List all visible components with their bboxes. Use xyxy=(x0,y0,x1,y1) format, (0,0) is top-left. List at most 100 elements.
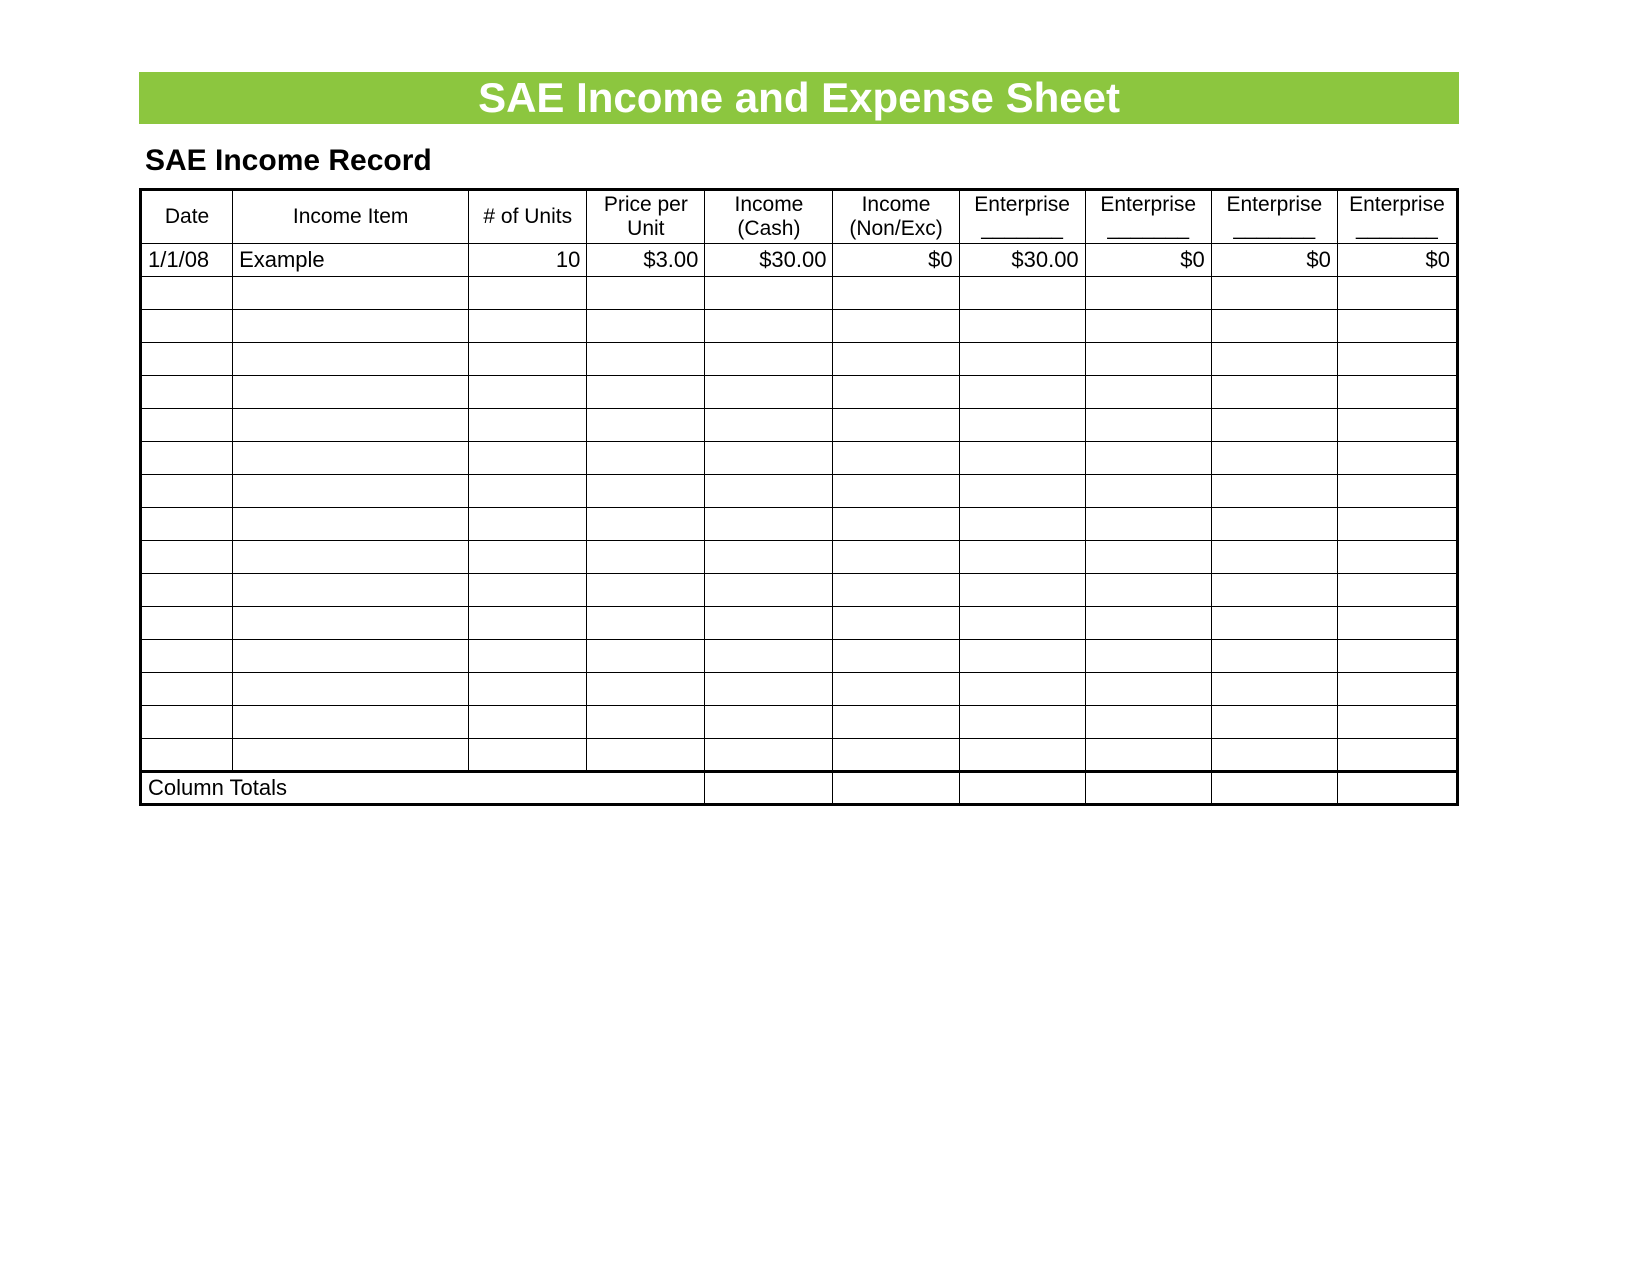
cell-price[interactable] xyxy=(587,541,705,574)
cell-inc_nonexc[interactable] xyxy=(833,475,959,508)
cell-units[interactable] xyxy=(469,508,587,541)
cell-ent3[interactable] xyxy=(1211,508,1337,541)
cell-date[interactable] xyxy=(141,310,233,343)
cell-inc_cash[interactable] xyxy=(705,739,833,772)
cell-item[interactable] xyxy=(233,607,469,640)
cell-ent1[interactable] xyxy=(959,508,1085,541)
cell-item[interactable] xyxy=(233,706,469,739)
cell-ent3[interactable] xyxy=(1211,277,1337,310)
totals-cell[interactable] xyxy=(1337,772,1457,805)
cell-ent3[interactable] xyxy=(1211,475,1337,508)
cell-item[interactable] xyxy=(233,442,469,475)
cell-inc_nonexc[interactable] xyxy=(833,409,959,442)
cell-inc_cash[interactable] xyxy=(705,442,833,475)
cell-ent4[interactable] xyxy=(1337,706,1457,739)
cell-inc_cash[interactable]: $30.00 xyxy=(705,244,833,277)
cell-ent3[interactable] xyxy=(1211,343,1337,376)
cell-ent2[interactable]: $0 xyxy=(1085,244,1211,277)
cell-date[interactable] xyxy=(141,508,233,541)
totals-cell[interactable] xyxy=(1211,772,1337,805)
cell-ent1[interactable] xyxy=(959,706,1085,739)
cell-ent3[interactable] xyxy=(1211,607,1337,640)
cell-inc_cash[interactable] xyxy=(705,310,833,343)
cell-inc_cash[interactable] xyxy=(705,673,833,706)
cell-price[interactable]: $3.00 xyxy=(587,244,705,277)
cell-inc_nonexc[interactable] xyxy=(833,310,959,343)
cell-price[interactable] xyxy=(587,343,705,376)
cell-date[interactable] xyxy=(141,640,233,673)
cell-ent2[interactable] xyxy=(1085,508,1211,541)
cell-units[interactable] xyxy=(469,475,587,508)
cell-inc_nonexc[interactable] xyxy=(833,706,959,739)
cell-item[interactable] xyxy=(233,409,469,442)
cell-inc_cash[interactable] xyxy=(705,640,833,673)
cell-ent1[interactable] xyxy=(959,640,1085,673)
cell-ent1[interactable]: $30.00 xyxy=(959,244,1085,277)
cell-units[interactable] xyxy=(469,277,587,310)
cell-ent4[interactable]: $0 xyxy=(1337,244,1457,277)
cell-ent4[interactable] xyxy=(1337,310,1457,343)
cell-inc_nonexc[interactable] xyxy=(833,739,959,772)
cell-ent3[interactable] xyxy=(1211,739,1337,772)
cell-units[interactable] xyxy=(469,574,587,607)
cell-inc_cash[interactable] xyxy=(705,277,833,310)
cell-date[interactable] xyxy=(141,376,233,409)
cell-item[interactable] xyxy=(233,310,469,343)
cell-ent4[interactable] xyxy=(1337,607,1457,640)
cell-price[interactable] xyxy=(587,739,705,772)
cell-inc_nonexc[interactable] xyxy=(833,508,959,541)
totals-cell[interactable] xyxy=(705,772,833,805)
cell-ent2[interactable] xyxy=(1085,673,1211,706)
cell-inc_nonexc[interactable] xyxy=(833,376,959,409)
cell-ent4[interactable] xyxy=(1337,673,1457,706)
cell-ent2[interactable] xyxy=(1085,607,1211,640)
cell-item[interactable] xyxy=(233,673,469,706)
cell-ent4[interactable] xyxy=(1337,739,1457,772)
cell-date[interactable]: 1/1/08 xyxy=(141,244,233,277)
cell-ent1[interactable] xyxy=(959,277,1085,310)
cell-ent4[interactable] xyxy=(1337,442,1457,475)
cell-ent1[interactable] xyxy=(959,475,1085,508)
cell-date[interactable] xyxy=(141,277,233,310)
cell-ent1[interactable] xyxy=(959,541,1085,574)
cell-ent4[interactable] xyxy=(1337,376,1457,409)
cell-item[interactable] xyxy=(233,574,469,607)
cell-price[interactable] xyxy=(587,442,705,475)
cell-ent2[interactable] xyxy=(1085,574,1211,607)
cell-item[interactable] xyxy=(233,640,469,673)
cell-date[interactable] xyxy=(141,739,233,772)
cell-price[interactable] xyxy=(587,310,705,343)
cell-inc_cash[interactable] xyxy=(705,607,833,640)
cell-ent2[interactable] xyxy=(1085,310,1211,343)
cell-price[interactable] xyxy=(587,277,705,310)
cell-ent1[interactable] xyxy=(959,442,1085,475)
cell-ent2[interactable] xyxy=(1085,343,1211,376)
cell-price[interactable] xyxy=(587,574,705,607)
totals-cell[interactable] xyxy=(833,772,959,805)
cell-ent2[interactable] xyxy=(1085,706,1211,739)
cell-ent3[interactable] xyxy=(1211,640,1337,673)
cell-ent4[interactable] xyxy=(1337,541,1457,574)
cell-inc_cash[interactable] xyxy=(705,508,833,541)
cell-inc_cash[interactable] xyxy=(705,541,833,574)
cell-ent2[interactable] xyxy=(1085,376,1211,409)
cell-ent1[interactable] xyxy=(959,409,1085,442)
cell-price[interactable] xyxy=(587,640,705,673)
cell-ent3[interactable] xyxy=(1211,673,1337,706)
cell-price[interactable] xyxy=(587,706,705,739)
cell-ent3[interactable] xyxy=(1211,574,1337,607)
cell-units[interactable]: 10 xyxy=(469,244,587,277)
cell-item[interactable] xyxy=(233,739,469,772)
cell-price[interactable] xyxy=(587,475,705,508)
cell-units[interactable] xyxy=(469,442,587,475)
cell-ent4[interactable] xyxy=(1337,277,1457,310)
cell-ent2[interactable] xyxy=(1085,640,1211,673)
cell-inc_nonexc[interactable]: $0 xyxy=(833,244,959,277)
cell-ent4[interactable] xyxy=(1337,640,1457,673)
cell-item[interactable] xyxy=(233,343,469,376)
cell-ent2[interactable] xyxy=(1085,409,1211,442)
cell-ent2[interactable] xyxy=(1085,739,1211,772)
cell-units[interactable] xyxy=(469,640,587,673)
cell-ent3[interactable] xyxy=(1211,442,1337,475)
cell-inc_cash[interactable] xyxy=(705,475,833,508)
